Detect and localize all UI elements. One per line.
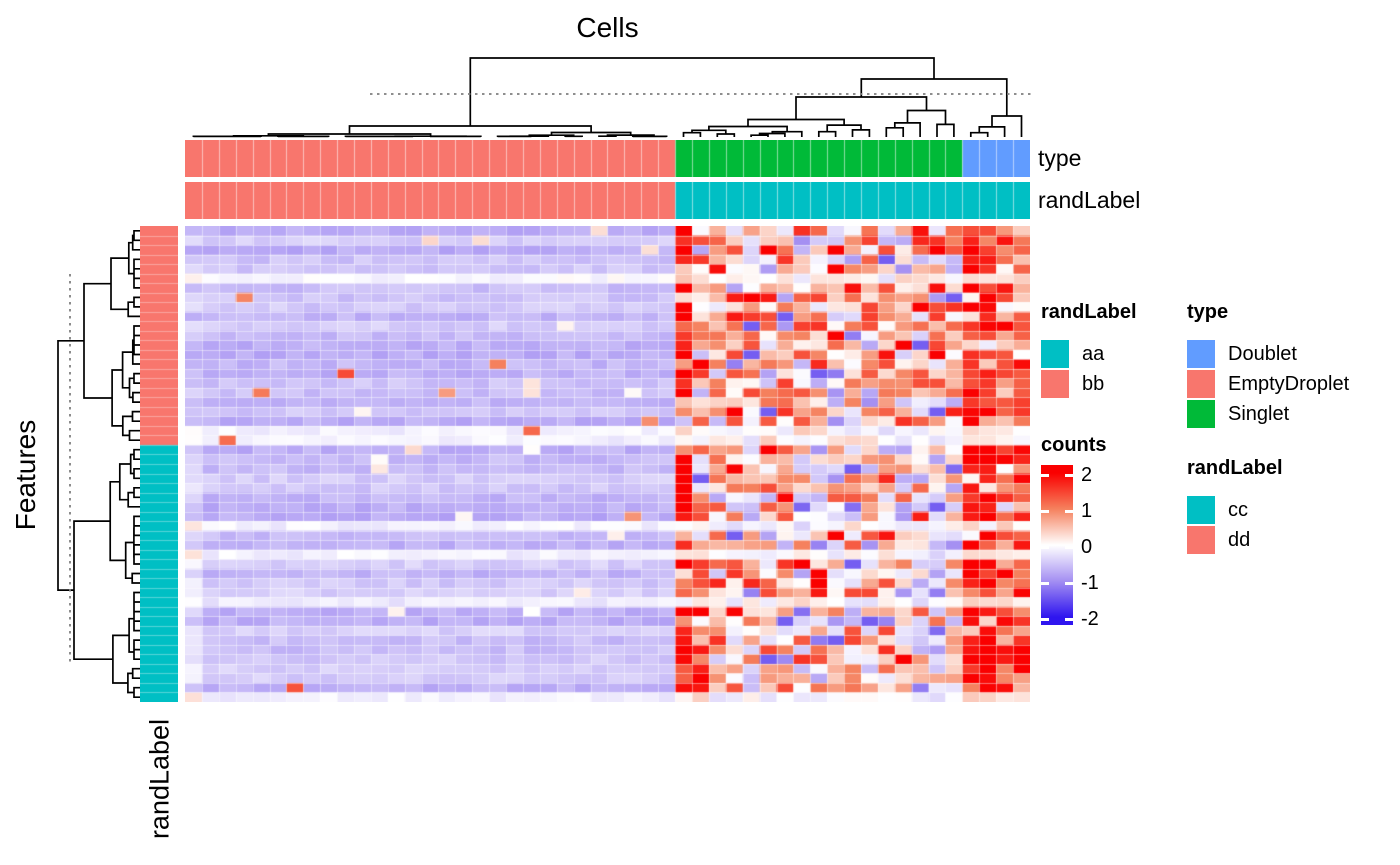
randlabel-annotation-label: randLabel [1038,187,1141,213]
legend-item-label: Doublet [1228,342,1297,365]
colorbar-tick-label: 1 [1081,500,1093,522]
legend-title: randLabel [1187,457,1283,479]
features-axis-label: Features [10,419,41,531]
legend-item-emptydroplet: EmptyDroplet [1187,370,1349,398]
emptydroplet-color-swatch [1187,370,1215,398]
colorbar-tick-label: 0 [1081,536,1093,558]
singlet-color-swatch [1187,400,1215,428]
legend-randlabel-columns: randLabel aa bb [1041,301,1137,400]
colorbar-tick-dash [1065,545,1073,549]
legend-title: counts [1041,434,1107,456]
column-annotation-type-bar [185,140,1030,177]
legend-counts: counts 2 1 0 -1 -2 [1041,434,1107,630]
legend-title: type [1187,301,1229,323]
legend-title: randLabel [1041,301,1137,323]
legend-item-label: dd [1228,528,1251,551]
aa-color-swatch [1041,340,1069,368]
colorbar-tick-label: 2 [1081,464,1093,486]
column-dendrogram [192,57,1035,138]
column-dendrogram-lines [192,57,1023,138]
colorbar-tick-label: -2 [1081,608,1099,630]
dd-color-swatch [1187,526,1215,554]
row-annotation-axis-label: randLabel [144,718,175,840]
legend-item-label: EmptyDroplet [1228,372,1350,395]
type-annotation-label: type [1038,145,1082,171]
colorbar-tick-dash [1041,617,1049,621]
colorbar-tick-label: -1 [1081,572,1099,594]
legend-randlabel-rows: randLabel cc dd [1187,457,1283,556]
legend-item-aa: aa [1041,340,1137,368]
bb-color-swatch [1041,370,1069,398]
legend-item-label: cc [1228,498,1248,521]
legend-item-doublet: Doublet [1187,340,1349,368]
counts-colorbar-wrap: 2 1 0 -1 -2 [1041,464,1099,630]
counts-colorbar [1041,465,1073,625]
doublet-color-swatch [1187,340,1215,368]
legend-item-bb: bb [1041,370,1137,398]
column-title: Cells [576,12,639,43]
column-annotation-randlabel-bar [185,182,1030,219]
colorbar-tick-dash [1065,617,1073,621]
cc-color-swatch [1187,496,1215,524]
legend-item-singlet: Singlet [1187,400,1349,428]
colorbar-tick-dash [1041,509,1049,513]
colorbar-tick-dash [1065,509,1073,513]
colorbar-tick-dash [1041,473,1049,477]
legend-item-dd: dd [1187,526,1283,554]
colorbar-tick-dash [1065,581,1073,585]
legend-item-label: aa [1082,342,1105,365]
colorbar-tick-dash [1041,581,1049,585]
legend-item-label: Singlet [1228,402,1290,425]
row-dendrogram-lines [57,229,140,699]
colorbar-tick-dash [1065,473,1073,477]
legend-type: type Doublet EmptyDroplet Singlet [1187,301,1349,430]
row-annotation-bar [140,226,178,702]
heatmap-canvas [185,226,1030,702]
legend-item-cc: cc [1187,496,1283,524]
legend-item-label: bb [1082,372,1105,395]
row-dendrogram [57,229,140,699]
colorbar-tick-dash [1041,545,1049,549]
